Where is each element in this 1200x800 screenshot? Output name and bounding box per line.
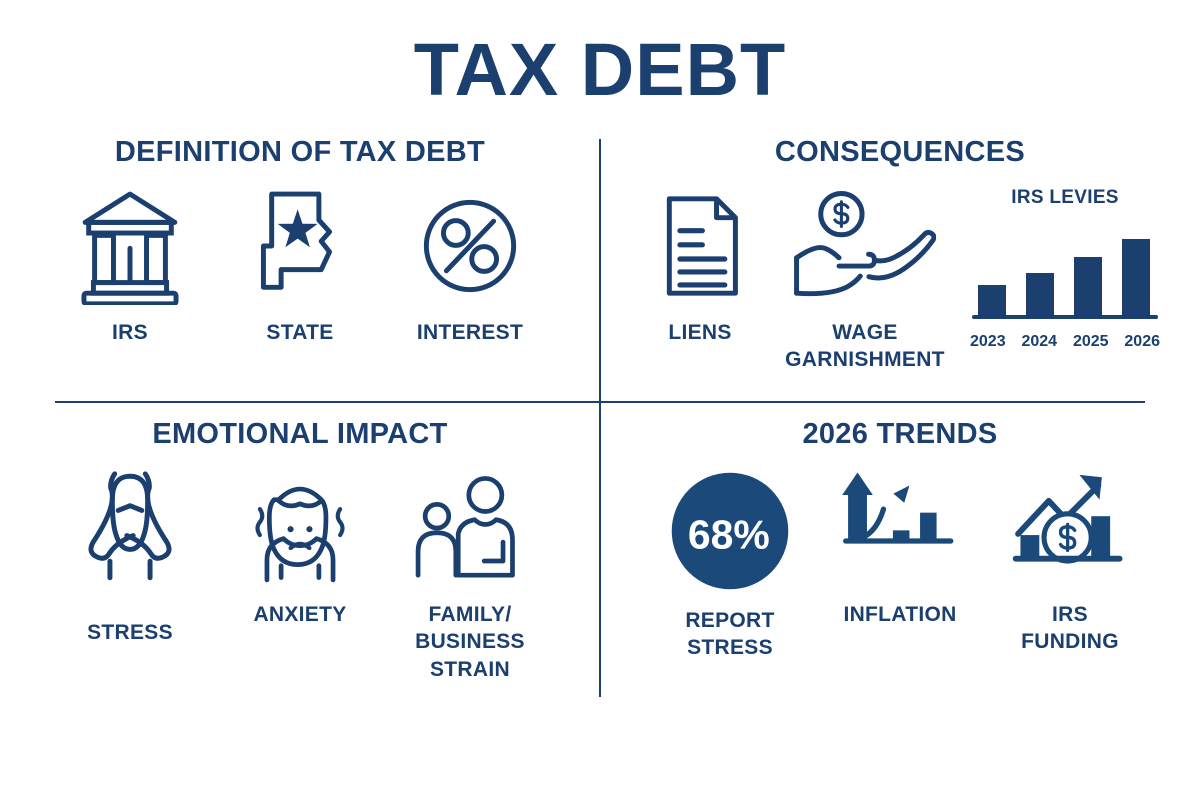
- svg-text:68%: 68%: [688, 511, 770, 557]
